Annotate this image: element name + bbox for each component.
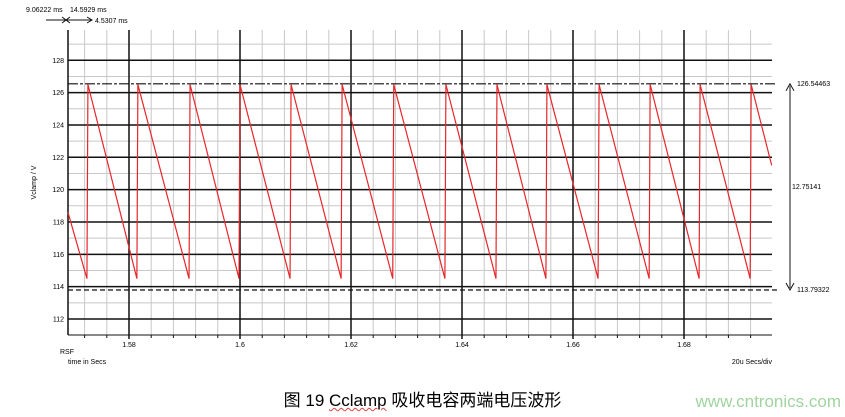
upper-cursor-label: 126.54463 <box>797 81 830 88</box>
x-axis-label: time in Secs <box>68 359 107 366</box>
x-tick-label: 1.62 <box>344 342 358 349</box>
time-arrow-heads <box>61 16 93 24</box>
time-cursor-delta-label: 4.5307 ms <box>95 18 128 25</box>
lower-cursor-label: 113.79322 <box>797 287 830 294</box>
y-tick-label: 128 <box>52 58 64 65</box>
y-tick-label: 126 <box>52 90 64 97</box>
x-scale-label: 20u Secs/div <box>732 359 773 366</box>
caption-prefix: 图 19 <box>283 391 329 410</box>
x-tick-label: 1.58 <box>122 342 136 349</box>
caption-name: Cclamp <box>329 391 387 410</box>
figure-caption: 图 19 Cclamp 吸收电容两端电压波形 <box>0 386 845 411</box>
y-tick-label: 112 <box>53 317 64 324</box>
y-tick-label: 118 <box>53 219 64 226</box>
y-tick-label: 124 <box>52 122 64 129</box>
time-cursor-2-label: 14.5929 ms <box>70 7 107 14</box>
time-cursor-1-label: 9.06222 ms <box>26 7 63 14</box>
x-corner-label: RSF <box>60 349 74 356</box>
y-tick-label: 122 <box>52 155 64 162</box>
y-tick-label: 116 <box>53 252 64 259</box>
voltage-trace <box>67 84 773 279</box>
x-tick-label: 1.66 <box>566 342 580 349</box>
x-tick-label: 1.6 <box>235 342 245 349</box>
x-tick-label: 1.68 <box>677 342 691 349</box>
y-tick-label: 120 <box>52 187 64 194</box>
y-tick-label: 114 <box>53 284 64 291</box>
x-tick-label: 1.64 <box>455 342 469 349</box>
y-axis-label: Vclamp / V <box>31 165 38 199</box>
arrow-heads <box>785 82 795 292</box>
delta-label: 12.75141 <box>792 184 821 191</box>
caption-suffix: 吸收电容两端电压波形 <box>386 391 562 410</box>
watermark: www.cntronics.com <box>695 392 841 411</box>
